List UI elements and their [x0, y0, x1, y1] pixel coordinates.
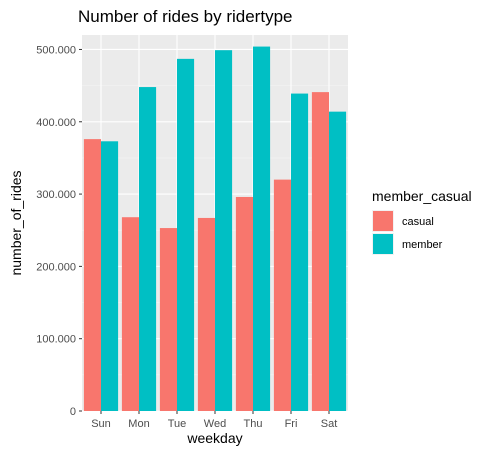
legend-title: member_casual [372, 188, 472, 204]
x-axis: Sun Mon Tue Wed Thu Fri Sat [91, 411, 337, 430]
x-tick-label: Sat [321, 418, 338, 430]
bar-member-thu [253, 46, 271, 412]
legend-label-member: member [402, 239, 443, 251]
bar-casual-fri [273, 179, 291, 411]
bar-member-sat [329, 111, 347, 412]
legend-label-casual: casual [402, 216, 434, 228]
bar-casual-mon [121, 217, 139, 411]
bar-casual-thu [235, 196, 253, 411]
y-tick-label: 200.000 [36, 261, 76, 273]
bar-member-wed [215, 50, 233, 411]
bar-casual-sun [83, 139, 101, 411]
x-tick-label: Wed [204, 418, 226, 430]
y-tick-label: 0 [70, 406, 76, 418]
chart-title: Number of rides by ridertype [78, 7, 292, 26]
bar-casual-tue [159, 228, 177, 411]
legend-key-member [373, 234, 393, 254]
y-tick-label: 500.000 [36, 44, 76, 56]
bar-member-sun [101, 141, 119, 412]
x-tick-label: Tue [168, 418, 187, 430]
x-axis-title: weekday [186, 430, 242, 446]
bar-casual-sat [311, 92, 329, 411]
legend: casual member [372, 210, 443, 255]
y-axis-title: number_of_rides [8, 170, 24, 275]
y-tick-label: 400.000 [36, 117, 76, 129]
legend-key-casual [373, 211, 393, 231]
bar-casual-wed [197, 217, 215, 411]
bars [83, 46, 347, 412]
bar-member-fri [291, 93, 309, 412]
x-tick-label: Fri [285, 418, 298, 430]
x-tick-label: Sun [91, 418, 111, 430]
y-tick-label: 100.000 [36, 334, 76, 346]
y-axis: 0 100.000 200.000 300.000 400.000 500.000 [36, 44, 82, 418]
bar-member-tue [177, 58, 195, 411]
bar-member-mon [139, 87, 157, 412]
y-tick-label: 300.000 [36, 189, 76, 201]
x-tick-label: Thu [244, 418, 263, 430]
x-tick-label: Mon [128, 418, 149, 430]
